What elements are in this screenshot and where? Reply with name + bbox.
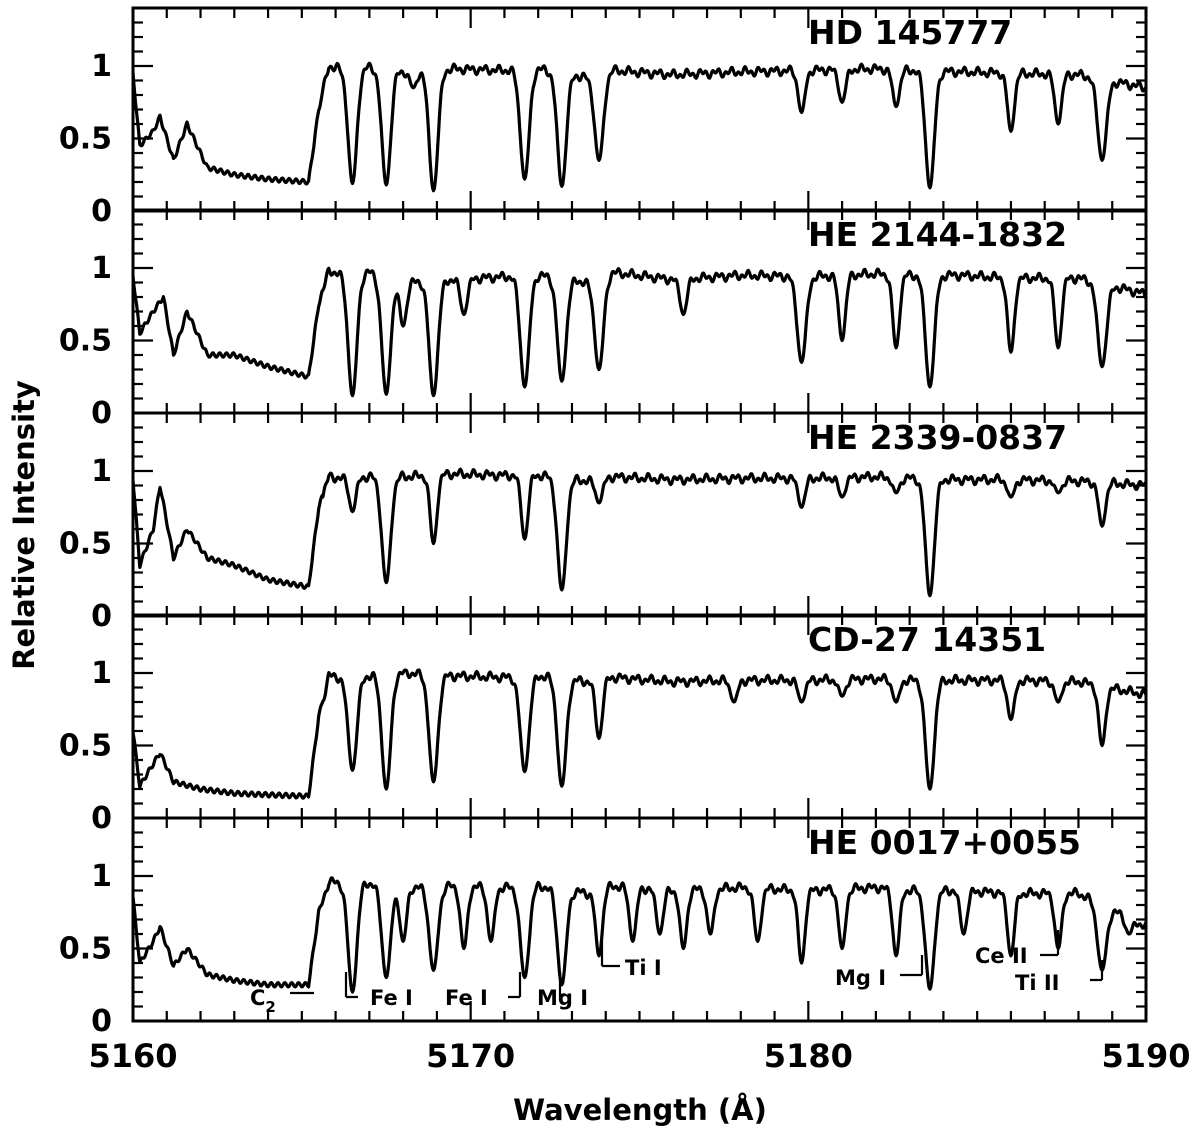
x-axis-title: Wavelength (Å): [513, 1093, 767, 1127]
spectrum-line-2: [131, 266, 1148, 398]
y-tick-label: 1: [91, 859, 112, 894]
y-tick-label: 0: [91, 599, 112, 634]
line-id-marker: [1040, 930, 1060, 957]
panels-layer: HD 145777 HE 2144-1832 HE 2339-0837 CD-27 1…: [131, 6, 1148, 1023]
series-label-2: HE 2144-1832: [808, 215, 1067, 254]
spectrum-line-5: [131, 876, 1148, 994]
y-tick-label: 1: [91, 454, 112, 489]
x-tick-label: 5160: [88, 1037, 177, 1075]
series-label-1: HD 145777: [808, 13, 1012, 52]
y-tick-label: 1: [91, 656, 112, 691]
panel-5: HE 0017+0055: [131, 816, 1148, 1023]
series-label-4: CD-27 14351: [808, 620, 1046, 659]
x-tick-label: 5180: [764, 1037, 853, 1075]
series-label-3: HE 2339-0837: [808, 418, 1067, 457]
line-identifications: C2 Fe I Fe I Mg I Ti I Mg I Ce II Ti II: [250, 930, 1104, 1016]
line-id-marker: [344, 972, 358, 999]
x-tick-label: 5190: [1101, 1037, 1190, 1075]
y-tick-label: 0: [91, 194, 112, 229]
y-tick-label: 0: [91, 1004, 112, 1039]
line-id-marker: [1090, 960, 1104, 982]
line-id-label: Ce II: [975, 944, 1028, 968]
line-id-marker: [508, 972, 522, 999]
line-id-marker: [600, 930, 620, 968]
line-id-label: C2: [250, 986, 276, 1016]
y-tick-label: 0.5: [59, 122, 112, 157]
series-label-5: HE 0017+0055: [808, 823, 1081, 862]
y-tick-label: 0.5: [59, 527, 112, 562]
y-tick-label: 1: [91, 251, 112, 286]
x-tick-label: 5170: [426, 1037, 515, 1075]
spectrum-line-1: [131, 61, 1147, 193]
y-tick-label: 0: [91, 801, 112, 836]
line-id-label: Mg I: [537, 986, 588, 1010]
line-id-label: Ti I: [625, 956, 662, 980]
panel-1: HD 145777: [131, 6, 1148, 213]
spectrum-line-4: [131, 668, 1148, 800]
labels-layer: 0 0.5 1 0 0.5 1 0 0.5 1 0 0.5 1 0 0.5 1 5160 5170 5180 519…: [59, 49, 1191, 1075]
y-tick-label: 0.5: [59, 324, 112, 359]
y-tick-label: 0.5: [59, 729, 112, 764]
line-id-label: Mg I: [835, 966, 886, 990]
y-tick-label: 0.5: [59, 932, 112, 967]
panel-3: HE 2339-0837: [131, 411, 1148, 618]
y-axis-title: Relative Intensity: [7, 380, 41, 670]
y-tick-label: 1: [91, 49, 112, 84]
line-id-marker: [900, 955, 924, 977]
spectrum-line-3: [131, 467, 1147, 598]
panel-4: CD-27 14351: [131, 613, 1148, 820]
line-id-label: Ti II: [1015, 971, 1059, 995]
y-tick-label: 0: [91, 396, 112, 431]
line-id-label: Fe I: [370, 986, 413, 1010]
panel-2: HE 2144-1832: [131, 208, 1148, 415]
ticks-layer: [131, 8, 1148, 1023]
line-id-label: Fe I: [445, 986, 488, 1010]
